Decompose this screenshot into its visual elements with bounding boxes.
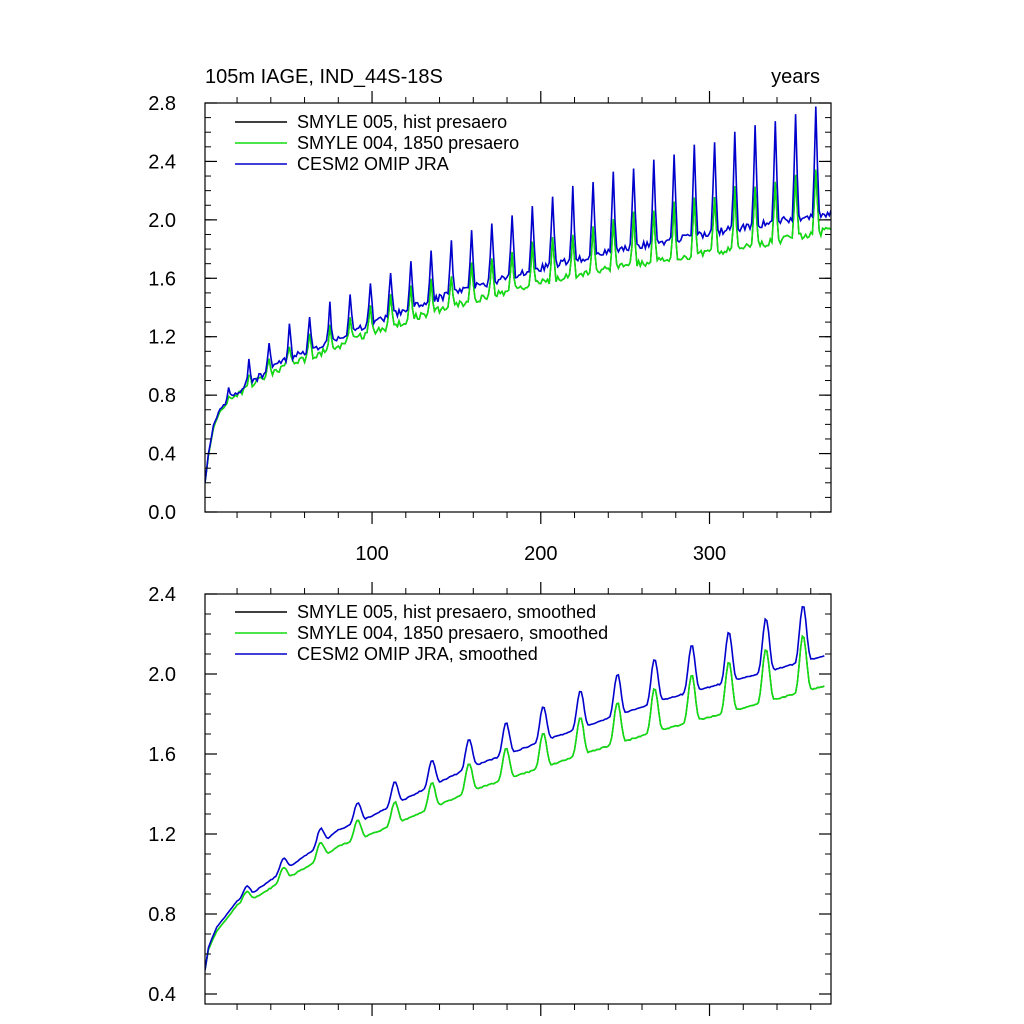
top-series-group: [205, 106, 831, 483]
y-tick-label: 0.8: [148, 904, 176, 926]
series-line-2: [205, 106, 831, 483]
y-tick-label: 2.8: [148, 93, 176, 115]
x-tick-label: 200: [524, 543, 557, 565]
bottom-axes: 0.4 0.8 1.2 1.6 2.0 2.4: [148, 582, 832, 1016]
legend-label-1: SMYLE 004, 1850 presaero: [297, 133, 519, 153]
y-tick-label: 1.2: [148, 824, 176, 846]
top-axes: 0.0 0.4 0.8 1.2 1.6 2.0 2.4 2.8 100 200 300: [148, 91, 832, 565]
y-tick-label: 1.6: [148, 744, 176, 766]
x-tick-label: 100: [355, 543, 388, 565]
legend-label-0: SMYLE 005, hist presaero, smoothed: [297, 602, 596, 622]
y-tick-label: 2.4: [148, 584, 176, 606]
series-line-1: [205, 634, 825, 971]
bottom-series-group: [205, 605, 825, 971]
y-tick-label: 1.2: [148, 327, 176, 349]
y-tick-label: 0.8: [148, 385, 176, 407]
legend-label-1: SMYLE 004, 1850 presaero, smoothed: [297, 623, 608, 643]
bottom-panel: 0.4 0.8 1.2 1.6 2.0 2.4 SMYLE 005, hist presa…: [148, 582, 832, 1016]
y-tick-label: 1.6: [148, 268, 176, 290]
y-tick-label: 2.0: [148, 210, 176, 232]
x-tick-label: 300: [693, 543, 726, 565]
y-tick-label: 0.0: [148, 502, 176, 524]
series-line-0: [205, 634, 825, 971]
legend-label-2: CESM2 OMIP JRA, smoothed: [297, 644, 538, 664]
top-panel: 105m IAGE, IND_44S-18S years 0.0 0.4 0.8 1.…: [148, 66, 832, 565]
panel-title-right: years: [771, 66, 820, 88]
y-tick-label: 2.0: [148, 664, 176, 686]
y-tick-label: 0.4: [148, 444, 176, 466]
series-line-2: [205, 605, 825, 971]
y-tick-label: 2.4: [148, 151, 176, 173]
legend-label-2: CESM2 OMIP JRA: [297, 154, 449, 174]
series-line-1: [205, 169, 831, 483]
plot-frame: [204, 593, 832, 1005]
legend-label-0: SMYLE 005, hist presaero: [297, 112, 507, 132]
bottom-legend: SMYLE 005, hist presaero, smoothedSMYLE …: [235, 602, 608, 664]
panel-title-left: 105m IAGE, IND_44S-18S: [205, 66, 443, 88]
y-tick-label: 0.4: [148, 984, 176, 1006]
